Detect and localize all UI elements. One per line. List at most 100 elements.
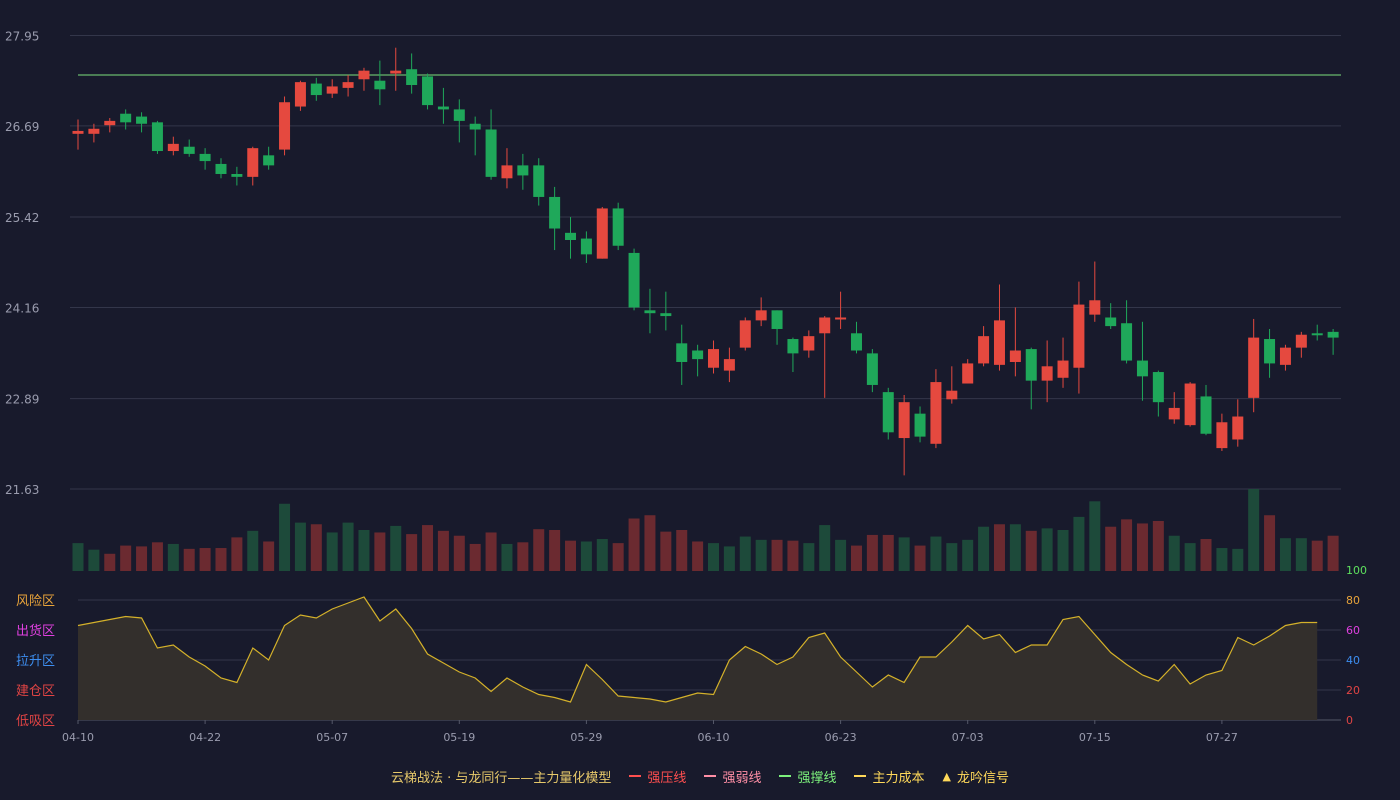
legend-item-strength-line[interactable]: 强弱线 [704, 767, 761, 786]
volume-bar [326, 532, 338, 571]
candle [930, 369, 942, 449]
candle [469, 116, 481, 156]
legend-item-strong-support[interactable]: 强撑线 [779, 767, 836, 786]
candle [692, 344, 704, 377]
legend-item-dragon-signal[interactable]: ▲ 龙吟信号 [942, 769, 1009, 786]
candle [1168, 392, 1180, 424]
volume-bar [978, 526, 990, 571]
candle [549, 186, 561, 251]
candle [1311, 324, 1323, 341]
candle-body [1232, 416, 1244, 440]
candle-body [819, 317, 831, 334]
volume-bar [692, 541, 704, 571]
volume-bar [453, 535, 465, 571]
indicator-tick-label: 20 [1346, 684, 1360, 697]
candle [596, 206, 608, 259]
volume-bar [660, 531, 672, 571]
candle-body [247, 148, 259, 177]
candle [993, 284, 1005, 371]
candle-body [279, 102, 291, 150]
candle [978, 326, 990, 367]
candle [962, 359, 974, 384]
volume-bar [1200, 539, 1212, 571]
volume-bar [485, 532, 497, 571]
indicator-area [78, 597, 1318, 720]
candle [358, 67, 370, 91]
candle-body [215, 163, 227, 174]
volume-bar [1073, 516, 1085, 571]
candle [1184, 382, 1196, 427]
date-tick-label: 06-23 [825, 731, 857, 744]
volume-bar [1105, 526, 1117, 571]
volume-bar [517, 542, 529, 571]
line-swatch-icon [704, 775, 717, 777]
candle [628, 248, 640, 311]
candle-body [1279, 347, 1291, 365]
volume-bar [898, 537, 910, 571]
volume-bar [612, 543, 624, 571]
candle-body [835, 317, 847, 320]
candle [1136, 321, 1148, 401]
price-axis-labels: 21.63 22.89 24.16 25.42 26.69 27.95 [5, 30, 39, 498]
candle-body [1105, 317, 1117, 327]
volume-bar [1184, 543, 1196, 571]
candle [866, 349, 878, 393]
volume-bar [882, 534, 894, 571]
zone-label: 拉升区 [16, 654, 55, 669]
volume-bar [580, 541, 592, 571]
candle [914, 406, 926, 443]
candle-body [771, 310, 783, 329]
volume-bar [1232, 548, 1244, 571]
volume-bar [1295, 538, 1307, 571]
date-tick-label: 05-29 [570, 731, 602, 744]
volume-bar [850, 545, 862, 571]
volume-bar [390, 525, 402, 571]
price-tick-label: 25.42 [5, 211, 39, 225]
candle-body [1311, 333, 1323, 336]
zone-label: 风险区 [16, 594, 55, 609]
volume-bar [1311, 540, 1323, 571]
legend-item-strong-pressure[interactable]: 强压线 [629, 767, 686, 786]
legend-item-main-cost[interactable]: 主力成本 [854, 767, 924, 786]
candle [374, 60, 386, 106]
volume-bar [1121, 519, 1133, 571]
volume-bar [1279, 538, 1291, 571]
volume-bar [1152, 520, 1164, 571]
candle [1073, 281, 1085, 394]
candle [850, 321, 862, 354]
candle [453, 99, 465, 143]
candle-body [755, 310, 767, 321]
volume-bar [247, 530, 259, 571]
candle-body [199, 153, 211, 162]
volume-bar [374, 532, 386, 571]
zone-label: 建仓区 [16, 684, 55, 699]
candle [485, 109, 497, 180]
candle-body [580, 238, 592, 255]
candle-body [1184, 383, 1196, 426]
volume-bar [628, 518, 640, 571]
volume-bar [279, 503, 291, 571]
candle [803, 330, 815, 358]
indicator-line [77, 596, 1318, 703]
candle [263, 146, 275, 170]
line-swatch-icon [629, 775, 642, 777]
candle-body [136, 116, 148, 124]
candle [231, 166, 243, 186]
volume-bar [501, 543, 513, 571]
candle [1295, 331, 1307, 358]
candle [835, 291, 847, 329]
candle-body [787, 339, 799, 354]
candle-body [342, 82, 354, 88]
indicator-tick-label: 100 [1346, 564, 1367, 577]
candle-body [406, 69, 418, 86]
candlesticks [72, 47, 1339, 476]
price-gridlines [70, 35, 1341, 490]
candle [342, 74, 354, 97]
candle-body [1200, 396, 1212, 434]
candle-body [708, 349, 719, 368]
candle-body [183, 146, 195, 154]
candle [1152, 370, 1164, 417]
candle [422, 73, 434, 110]
